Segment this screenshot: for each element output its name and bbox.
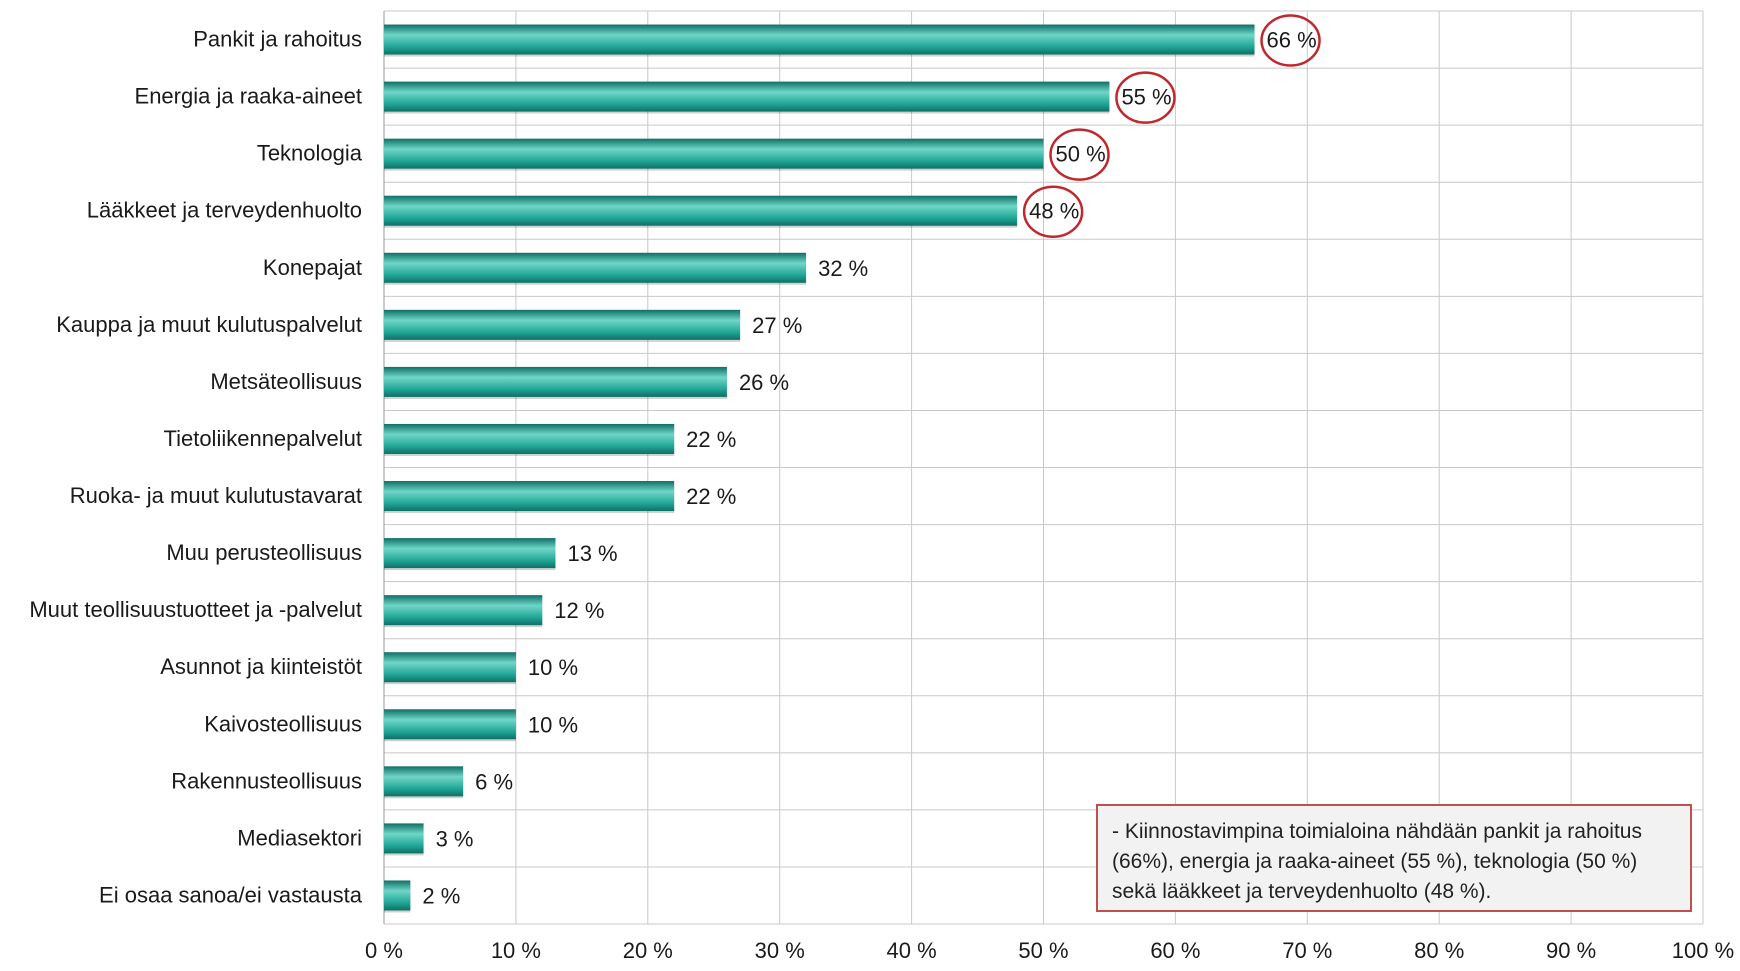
- category-label: Kauppa ja muut kulutuspalvelut: [56, 312, 362, 337]
- highlight-circle: [1022, 185, 1084, 238]
- value-label: 13 %: [567, 541, 617, 566]
- x-tick-label: 80 %: [1414, 938, 1464, 963]
- category-label: Muut teollisuustuotteet ja -palvelut: [29, 597, 362, 622]
- value-label: 32 %: [818, 256, 868, 281]
- category-label: Rakennusteollisuus: [171, 768, 362, 793]
- bar: [384, 24, 1255, 55]
- category-label: Energia ja raaka-aineet: [135, 84, 362, 109]
- value-label: 22 %: [686, 427, 736, 452]
- category-label: Muu perusteollisuus: [166, 540, 362, 565]
- highlight-circle: [1115, 71, 1176, 124]
- category-label: Pankit ja rahoitus: [193, 27, 362, 52]
- bar: [384, 309, 741, 340]
- x-tick-label: 70 %: [1282, 938, 1332, 963]
- category-label: Asunnot ja kiinteistöt: [160, 654, 362, 679]
- bar: [384, 652, 516, 683]
- category-label: Konepajat: [263, 255, 362, 280]
- grid-lines: [383, 10, 1704, 925]
- bar: [384, 423, 675, 454]
- value-label: 27 %: [752, 313, 802, 338]
- value-label: 26 %: [739, 370, 789, 395]
- x-tick-label: 40 %: [887, 938, 937, 963]
- bar: [384, 766, 464, 797]
- bar: [384, 195, 1018, 226]
- value-label: 12 %: [554, 598, 604, 623]
- bar: [384, 481, 675, 512]
- highlight-circle: [1260, 14, 1321, 67]
- value-label: 10 %: [528, 712, 578, 737]
- value-label: 2 %: [422, 883, 460, 908]
- category-label: Lääkkeet ja terveydenhuolto: [87, 198, 362, 223]
- x-tick-label: 100 %: [1672, 938, 1734, 963]
- category-label: Teknologia: [257, 141, 363, 166]
- value-label: 55 %: [1121, 85, 1171, 110]
- bar: [384, 709, 516, 740]
- bars: [384, 24, 1255, 913]
- x-tick-label: 50 %: [1018, 938, 1068, 963]
- highlight-circle: [1049, 128, 1110, 181]
- x-tick-label: 10 %: [491, 938, 541, 963]
- bar: [384, 595, 543, 626]
- annotation-note-text: - Kiinnostavimpina toimialoina nähdään p…: [1112, 820, 1642, 903]
- x-tick-label: 30 %: [755, 938, 805, 963]
- category-label: Kaivosteollisuus: [204, 711, 362, 736]
- x-tick-label: 90 %: [1546, 938, 1596, 963]
- category-label: Mediasektori: [237, 825, 362, 850]
- annotation-note-box: - Kiinnostavimpina toimialoina nähdään p…: [1096, 804, 1692, 912]
- value-label: 66 %: [1267, 28, 1317, 53]
- category-label: Ruoka- ja muut kulutustavarat: [70, 483, 362, 508]
- bar: [384, 252, 807, 283]
- category-label: Ei osaa sanoa/ei vastausta: [99, 882, 363, 907]
- category-label: Metsäteollisuus: [210, 369, 362, 394]
- category-label: Tietoliikennepalvelut: [163, 426, 362, 451]
- bar: [384, 823, 424, 854]
- x-tick-label: 0 %: [365, 938, 403, 963]
- value-label: 6 %: [475, 769, 513, 794]
- value-label: 10 %: [528, 655, 578, 680]
- x-tick-label: 60 %: [1150, 938, 1200, 963]
- value-label: 22 %: [686, 484, 736, 509]
- bar: [384, 138, 1044, 169]
- bar: [384, 538, 556, 569]
- x-tick-label: 20 %: [623, 938, 673, 963]
- value-label: 50 %: [1056, 142, 1106, 167]
- bar: [384, 366, 727, 397]
- bar: [384, 81, 1110, 112]
- value-label: 3 %: [436, 826, 474, 851]
- value-label: 48 %: [1029, 199, 1079, 224]
- labels: 0 % 10 % 20 % 30 % 40 % 50 % 60 % 70 % 80 % 90 % 1…: [29, 14, 1734, 963]
- bar: [384, 880, 411, 911]
